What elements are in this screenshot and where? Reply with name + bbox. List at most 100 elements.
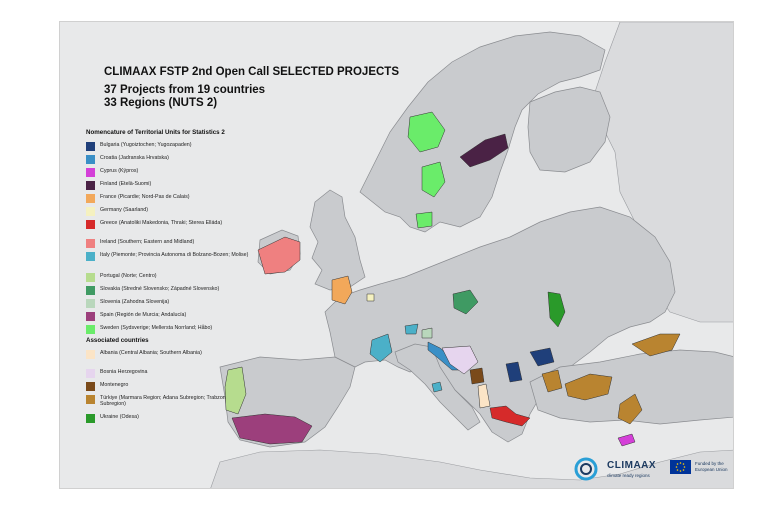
legend-swatch xyxy=(86,194,95,203)
legend-label: Bulgaria (Yugoiztochen; Yugozapaden) xyxy=(100,142,192,148)
legend-swatch xyxy=(86,207,95,216)
legend-swatch xyxy=(86,299,95,308)
region-greece xyxy=(489,405,531,427)
legend-swatch xyxy=(86,220,95,229)
legend-swatch xyxy=(86,273,95,282)
legend-label: Bosnia Herzegovina xyxy=(100,369,148,375)
legend-label: Cyprus (Kýpros) xyxy=(100,168,139,174)
legend-label: Türkiye (Marmara Region; Adana Subregion… xyxy=(100,395,226,408)
legend-swatch xyxy=(86,414,95,423)
map-figure: CLIMAAX FSTP 2nd Open Call SELECTED PROJ… xyxy=(59,21,734,489)
region-finland xyxy=(459,133,509,168)
europe-map xyxy=(210,22,733,488)
region-albania xyxy=(477,383,491,409)
region-germany-saarland xyxy=(366,293,375,302)
legend-swatch xyxy=(86,369,95,378)
map-title: CLIMAAX FSTP 2nd Open Call SELECTED PROJ… xyxy=(104,66,399,78)
legend-item: France (Picardie; Nord-Pas de Calais) xyxy=(86,194,250,203)
legend-item: Slovenia (Zahodna Slovenija) xyxy=(86,299,250,308)
map-subtitle-regions: 33 Regions (NUTS 2) xyxy=(104,97,218,109)
legend-item: Finland (Etelä-Suomi) xyxy=(86,181,250,190)
legend-item: Slovakia (Stredné Slovensko; Západné Slo… xyxy=(86,286,250,295)
region-bulgaria-2 xyxy=(529,347,555,367)
legend-item: Ireland (Southern; Eastern and Midland) xyxy=(86,239,250,248)
land-great-britain xyxy=(309,189,366,291)
associated-section-title: Associated countries xyxy=(86,337,149,344)
eu-funding-text: Funded by the European Union xyxy=(695,461,728,472)
legend-swatch xyxy=(86,325,95,334)
land-turkey xyxy=(529,349,733,425)
outside-land-north-africa xyxy=(210,449,733,488)
climaax-logo-icon xyxy=(574,457,598,481)
legend-label: Greece (Anatoliki Makedonia, Thraki; Ste… xyxy=(100,220,223,226)
region-bosnia xyxy=(441,345,479,375)
legend-swatch xyxy=(86,382,95,391)
legend-swatch xyxy=(86,350,95,359)
legend-swatch xyxy=(86,395,95,404)
map-subtitle-projects: 37 Projects from 19 countries xyxy=(104,84,266,96)
legend-swatch xyxy=(86,155,95,164)
region-portugal xyxy=(224,366,247,415)
legend-swatch xyxy=(86,168,95,177)
legend-swatch xyxy=(86,286,95,295)
legend-item: Croatia (Jadranska Hrvatska) xyxy=(86,155,250,164)
region-sweden-north xyxy=(407,111,446,153)
legend-item: Albania (Central Albania; Southern Alban… xyxy=(86,350,250,359)
region-sweden-mid xyxy=(421,161,446,198)
climaax-tagline: climate ready regions xyxy=(607,473,650,478)
legend-label: Spain (Región de Murcia; Andalucía) xyxy=(100,312,187,318)
legend-swatch xyxy=(86,239,95,248)
region-turkiye-trabzon xyxy=(631,333,681,357)
region-ireland xyxy=(257,236,301,275)
legend-label: Croatia (Jadranska Hrvatska) xyxy=(100,155,169,161)
region-italy-molise xyxy=(431,381,443,393)
legend-label: Finland (Etelä-Suomi) xyxy=(100,181,152,187)
region-turkiye-marmara xyxy=(541,369,563,393)
legend-label: Slovenia (Zahodna Slovenija) xyxy=(100,299,170,305)
legend-item: Germany (Saarland) xyxy=(86,207,250,216)
legend-item: Bosnia Herzegovina xyxy=(86,369,250,378)
region-spain xyxy=(231,413,313,445)
associated-legend: Albania (Central Albania; Southern Alban… xyxy=(86,350,296,440)
nuts-section-title: Nomencature of Territorial Units for Sta… xyxy=(86,129,225,136)
legend-item: Portugal (Norte; Centro) xyxy=(86,273,250,282)
legend-swatch xyxy=(86,181,95,190)
land-scandinavia xyxy=(359,31,606,233)
region-slovakia xyxy=(452,289,479,315)
legend-item: Bulgaria (Yugoiztochen; Yugozapaden) xyxy=(86,142,250,151)
region-sweden-south xyxy=(415,211,433,229)
land-finland xyxy=(527,86,611,173)
legend-label: Albania (Central Albania; Southern Alban… xyxy=(100,350,202,356)
logos: CLIMAAX climate ready regions Funded by … xyxy=(572,456,732,486)
legend-label: Sweden (Sydsverige; Mellersta Norrland; … xyxy=(100,325,213,331)
region-turkiye-central xyxy=(564,373,613,401)
legend-item: Spain (Región de Murcia; Andalucía) xyxy=(86,312,250,321)
legend-label: Montenegro xyxy=(100,382,129,388)
legend-item: Greece (Anatoliki Makedonia, Thraki; Ste… xyxy=(86,220,250,229)
legend-label: France (Picardie; Nord-Pas de Calais) xyxy=(100,194,190,200)
legend-label: Portugal (Norte; Centro) xyxy=(100,273,157,279)
region-cyprus xyxy=(617,433,636,447)
region-bulgaria-1 xyxy=(505,361,523,383)
legend-item: Sweden (Sydsverige; Mellersta Norrland; … xyxy=(86,325,250,334)
region-slovenia xyxy=(421,327,433,339)
region-ukraine xyxy=(547,291,566,328)
region-montenegro xyxy=(469,367,485,385)
eu-flag-icon xyxy=(670,460,691,474)
region-italy-bolzano xyxy=(404,323,419,335)
legend-item: Italy (Piemonte; Provincia Autonoma di B… xyxy=(86,252,250,261)
legend-label: Ukraine (Odesa) xyxy=(100,414,139,420)
legend-label: Ireland (Southern; Eastern and Midland) xyxy=(100,239,195,245)
legend-swatch xyxy=(86,142,95,151)
legend-item: Cyprus (Kýpros) xyxy=(86,168,250,177)
region-france xyxy=(331,275,353,305)
legend-label: Germany (Saarland) xyxy=(100,207,148,213)
legend-label: Slovakia (Stredné Slovensko; Západné Slo… xyxy=(100,286,220,292)
legend-swatch xyxy=(86,252,95,261)
climaax-logo-name: CLIMAAX xyxy=(607,460,657,471)
legend-label: Italy (Piemonte; Provincia Autonoma di B… xyxy=(100,252,249,258)
legend-item: Türkiye (Marmara Region; Adana Subregion… xyxy=(86,395,250,408)
legend-item: Montenegro xyxy=(86,382,250,391)
region-turkiye-adana xyxy=(617,393,643,425)
legend-item: Ukraine (Odesa) xyxy=(86,414,250,423)
